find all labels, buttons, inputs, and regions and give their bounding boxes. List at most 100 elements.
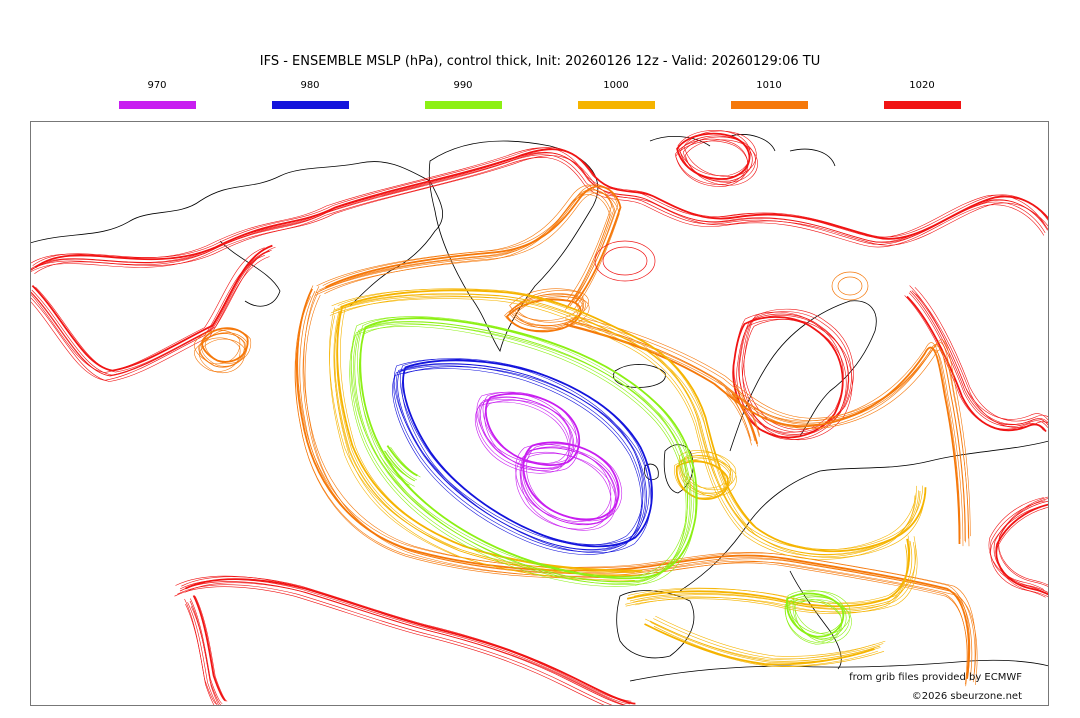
- isobar-1000-member: [655, 615, 886, 657]
- isobar-1010-member: [726, 395, 752, 446]
- isobar-990-member: [384, 456, 415, 487]
- isobar-1000-member: [675, 460, 729, 500]
- isobar-1020-member: [177, 584, 615, 706]
- isobar-1000-member: [337, 288, 924, 550]
- isobar-1000-member: [647, 625, 879, 667]
- chart-title: IFS - ENSEMBLE MSLP (hPa), control thick…: [259, 54, 821, 69]
- isobar-1000-member: [329, 315, 635, 581]
- isobar-1000-member: [331, 288, 917, 551]
- isobar-1010-member: [303, 286, 977, 677]
- isobar-1020-member: [30, 255, 265, 381]
- isobar-1020-member: [915, 293, 1049, 428]
- isobar-1000-member: [653, 626, 885, 667]
- isobar-990-member: [386, 445, 418, 477]
- isobar-1020-member: [904, 295, 1044, 431]
- isobar-1020-member: [990, 505, 1046, 598]
- isobar-990-member: [358, 324, 696, 585]
- isobar-1010-member: [319, 189, 616, 307]
- coastlines: [30, 134, 1049, 682]
- isobar-990-member: [350, 323, 688, 585]
- isobar-1000-member: [336, 309, 642, 576]
- isobar-1010-member: [194, 337, 241, 372]
- isobar-1020-member: [194, 596, 228, 702]
- isobar-1010-member: [302, 291, 976, 683]
- isobar-1010-member: [325, 185, 622, 303]
- isobar-1010-member: [324, 192, 620, 309]
- isobar-1020-member: [909, 290, 1049, 427]
- isobar-1020-member: [742, 319, 853, 440]
- isobar-1000-member: [650, 622, 881, 664]
- isobar-970-member: [515, 444, 612, 522]
- isobar-1010-member: [570, 322, 966, 543]
- isobar-1010-member: [575, 315, 971, 537]
- isobar-990-member: [785, 600, 843, 645]
- isobar-1000-member: [334, 293, 921, 556]
- isobar-1020-member: [184, 578, 636, 705]
- isobar-1010-member: [732, 396, 758, 447]
- isobar-980-member: [401, 366, 652, 553]
- isobar-970-member: [476, 392, 571, 464]
- isobar-bundle-980: [392, 358, 653, 555]
- isobar-1020-member: [30, 256, 270, 382]
- isobar-1010-member: [724, 387, 751, 438]
- isobar-980-member: [402, 359, 653, 548]
- isobar-1020-member: [914, 287, 1049, 422]
- isobar-1020-member: [174, 586, 607, 706]
- isobar-1000-member: [627, 535, 911, 604]
- isobar-1010-member: [201, 332, 248, 367]
- legend-swatch-990: [425, 101, 502, 109]
- coastline-british-isles: [644, 444, 694, 494]
- isobar-1000-member: [653, 618, 884, 660]
- isobar-1020-member: [30, 147, 1046, 265]
- isobar-1020-member: [995, 503, 1049, 596]
- isobar-bundle-1000: [329, 288, 927, 667]
- isobar-1020-member: [908, 292, 1049, 428]
- isobar-970-member: [476, 398, 571, 471]
- isobar-1020-member: [32, 147, 1049, 266]
- isobar-1020-member: [192, 595, 227, 702]
- isobar-1010-member: [509, 288, 584, 321]
- isobar-1020-member: [190, 598, 223, 704]
- isobar-1000-member: [633, 542, 916, 610]
- isobar-cell-1020-north: [594, 240, 656, 282]
- isobar-970-member: [520, 453, 617, 531]
- ensemble-mslp-map: [30, 121, 1049, 706]
- isobar-990-member: [353, 321, 691, 582]
- isobar-990-member: [357, 316, 695, 577]
- isobar-970-member: [515, 452, 612, 530]
- isobar-1010-member: [511, 293, 586, 326]
- isobar-1010-member: [322, 184, 619, 301]
- isobar-1010-member: [514, 290, 589, 323]
- coastline-italy: [789, 570, 842, 670]
- coastline-hudson: [219, 240, 281, 307]
- isobar-1000-member: [329, 298, 916, 560]
- isobar-1020-member: [743, 308, 854, 430]
- isobar-1000-member: [645, 618, 876, 660]
- isobar-980-member: [393, 358, 644, 546]
- isobar-1020-member: [733, 311, 844, 433]
- isobar-990-member: [351, 316, 689, 578]
- isobar-1000-member: [644, 623, 875, 666]
- isobar-1020-member: [184, 598, 217, 705]
- isobar-1000-member: [334, 316, 640, 582]
- isobar-1020-member: [30, 157, 1045, 273]
- isobar-1020-member: [184, 582, 630, 706]
- isobar-bundle-970: [475, 391, 622, 531]
- isobar-1020-member: [682, 136, 756, 183]
- isobar-1010-member: [193, 329, 241, 365]
- credit-copyright: ©2026 sbeurzone.net: [911, 691, 1022, 702]
- legend-swatch-1000: [578, 101, 655, 109]
- isobar-1020-member: [31, 249, 272, 376]
- coastline-arctic-islands: [649, 134, 836, 167]
- isobar-1000-member: [331, 295, 917, 558]
- legend-label-970: 970: [147, 80, 167, 91]
- legend-label-1010: 1010: [756, 80, 782, 91]
- coastline-scandinavia: [729, 300, 877, 452]
- isobar-990-member: [786, 592, 845, 638]
- isobar-1020-member: [175, 575, 626, 701]
- isobar-1010-member: [316, 191, 612, 308]
- isobar-1010-member: [316, 184, 612, 302]
- isobar-980-member: [400, 358, 650, 545]
- coastline-north-africa: [629, 659, 1049, 682]
- isobar-bundle-1010: [193, 184, 978, 687]
